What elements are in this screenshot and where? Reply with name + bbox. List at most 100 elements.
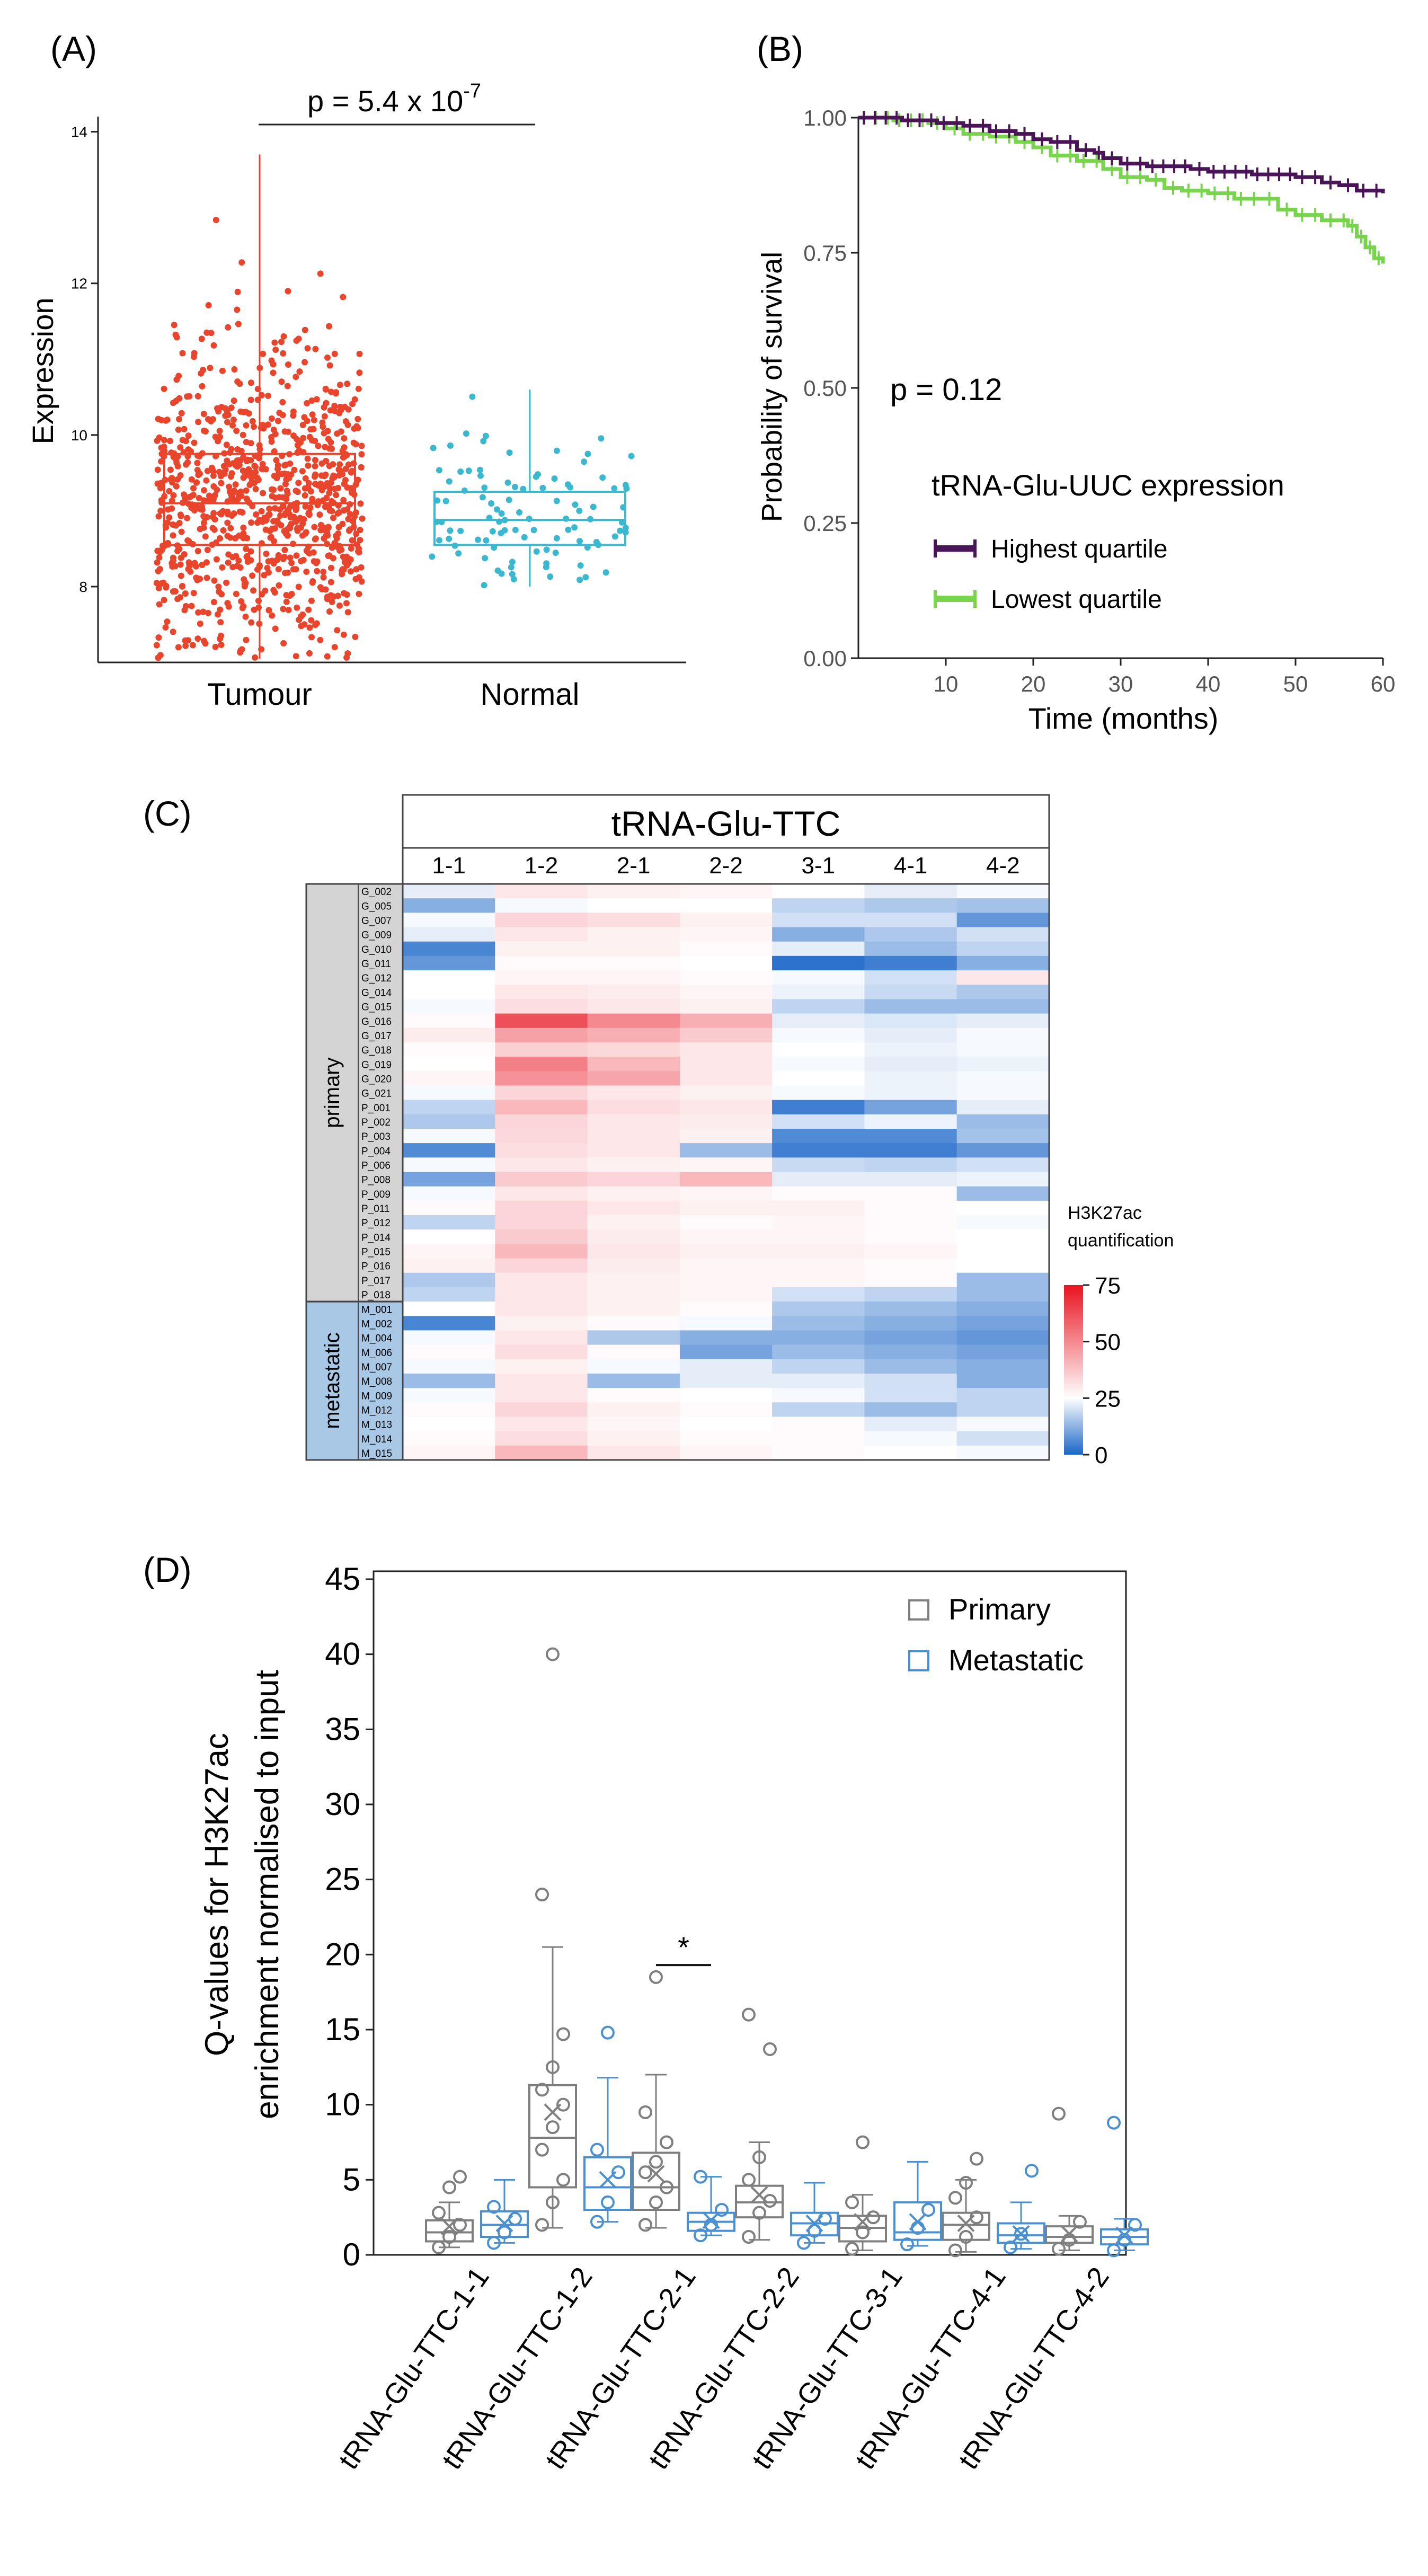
heatmap-cell [679, 1186, 773, 1201]
y-tick-label: 0.75 [803, 241, 847, 265]
box-tumour [153, 154, 366, 661]
row-label: P_012 [361, 1218, 391, 1229]
legend-label-lowest: Lowest quartile [991, 586, 1162, 614]
row-label: G_002 [361, 887, 392, 898]
heatmap-cell [864, 1143, 957, 1158]
heatmap-cell [495, 955, 588, 971]
data-point [242, 613, 249, 620]
heatmap-cell [495, 1186, 588, 1201]
heatmap-cell [679, 1200, 773, 1216]
data-point [324, 541, 331, 547]
data-point [178, 528, 185, 535]
data-point [288, 560, 295, 566]
data-point [190, 590, 197, 597]
heatmap-cell [679, 1359, 773, 1374]
heatmap-cell [864, 1186, 957, 1201]
heatmap-cell [403, 955, 495, 971]
heatmap-cell [679, 1028, 773, 1043]
data-point [512, 527, 519, 533]
heatmap-cell [403, 1287, 495, 1302]
heatmap-cell [403, 1013, 495, 1029]
data-point [224, 519, 231, 526]
row-label: P_017 [361, 1276, 391, 1287]
data-point [602, 569, 609, 576]
heatmap-cell [772, 898, 865, 913]
heatmap-cell [495, 1359, 588, 1374]
heatmap-cell [587, 927, 680, 942]
heatmap-cell [403, 898, 495, 913]
heatmap-cell [679, 913, 773, 928]
data-point [577, 562, 584, 569]
heatmap-cell [495, 1330, 588, 1345]
data-point [238, 259, 245, 266]
significance-marker: * [678, 1931, 689, 1964]
data-point [330, 515, 336, 521]
data-point [199, 562, 206, 568]
data-point [234, 288, 241, 295]
heatmap-cell [403, 927, 495, 942]
data-point [556, 2097, 570, 2112]
data-point [477, 472, 484, 479]
heatmap-cell [587, 1272, 680, 1288]
heatmap-cell [679, 955, 773, 971]
data-point [340, 631, 347, 638]
data-point [205, 302, 212, 308]
data-point [329, 445, 335, 452]
data-point [158, 580, 165, 587]
heatmap-cell [587, 1186, 680, 1201]
data-point [457, 468, 464, 475]
data-point [292, 518, 299, 525]
heatmap-cell [864, 1013, 957, 1029]
heatmap-cell [864, 1272, 957, 1288]
heatmap-cell [495, 999, 588, 1014]
data-point [272, 505, 278, 512]
data-point [265, 511, 272, 518]
data-point [287, 554, 294, 561]
heatmap-cell [864, 1100, 957, 1115]
data-point [285, 569, 291, 576]
data-point [244, 553, 251, 560]
data-point [314, 568, 321, 574]
data-point [304, 455, 311, 462]
data-point [649, 2195, 663, 2209]
row-label: P_016 [361, 1261, 391, 1272]
data-point [176, 415, 182, 422]
heatmap-cell [772, 999, 865, 1014]
data-point [210, 342, 217, 349]
data-point [154, 559, 161, 566]
heatmap-cell [403, 913, 495, 928]
data-point [191, 439, 198, 446]
heatmap-cell [679, 898, 773, 913]
data-point [327, 579, 334, 586]
data-point [263, 551, 270, 557]
data-point [856, 2225, 870, 2239]
data-point [229, 492, 236, 499]
data-point [301, 621, 308, 628]
data-point [158, 417, 165, 423]
heatmap-cell [679, 1258, 773, 1273]
data-point [165, 506, 172, 513]
heatmap-cell [772, 1143, 865, 1158]
heatmap-cell [679, 1128, 773, 1144]
y-tick-label: 30 [325, 1786, 360, 1822]
heatmap-cell [403, 1186, 495, 1201]
data-point [211, 526, 218, 533]
data-point [214, 486, 220, 493]
y-tick-label: 5 [343, 2162, 360, 2197]
data-point [234, 306, 241, 313]
panel-a-plot [153, 154, 635, 661]
row-label: M_004 [361, 1333, 393, 1344]
heatmap-cell [679, 1373, 773, 1388]
data-point [649, 2155, 663, 2169]
row-label: G_021 [361, 1088, 392, 1100]
data-point [320, 569, 327, 576]
data-point [224, 419, 230, 426]
heatmap-cell [495, 1431, 588, 1446]
data-point [278, 522, 285, 529]
legend-swatch-primary [908, 1599, 929, 1621]
data-point [259, 465, 265, 472]
data-point [211, 516, 218, 523]
data-point [354, 476, 361, 483]
data-point [265, 607, 272, 614]
heatmap-cell [864, 1244, 957, 1259]
